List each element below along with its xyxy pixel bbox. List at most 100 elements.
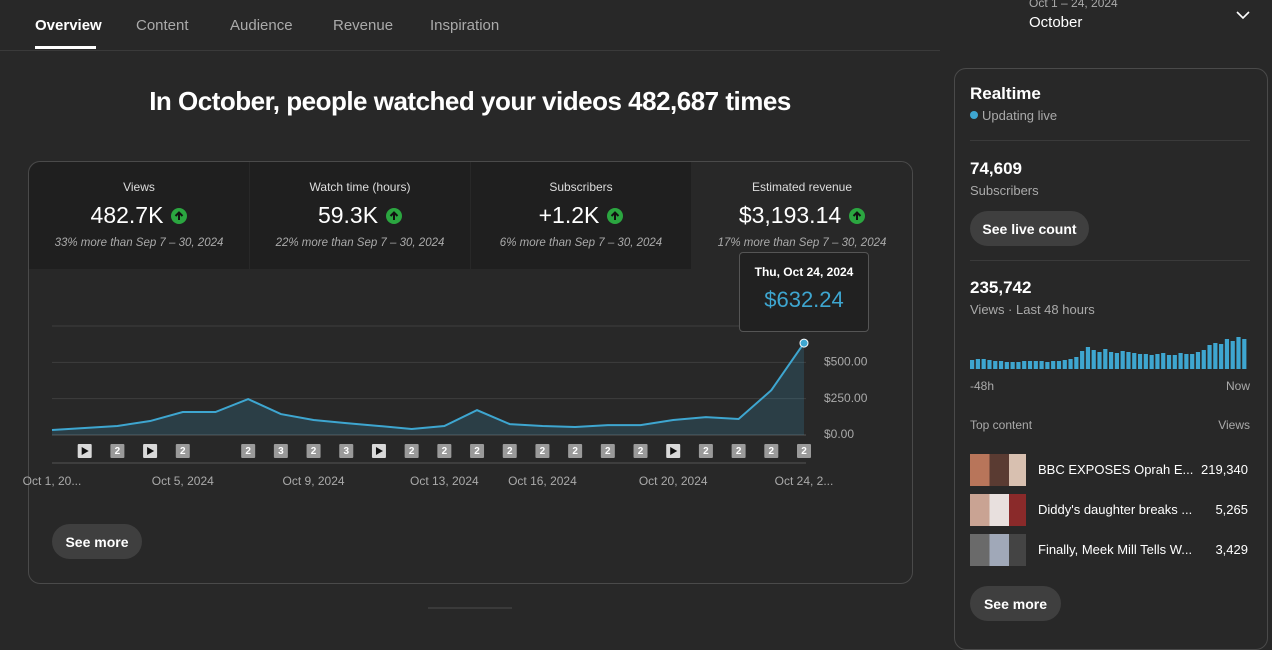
see-more-button[interactable]: See more: [52, 524, 142, 559]
bar: [987, 360, 992, 369]
metric-row: 59.3K: [250, 202, 470, 229]
bar: [1149, 355, 1154, 369]
upload-count: 2: [769, 446, 775, 457]
realtime-see-more-button[interactable]: See more: [970, 586, 1061, 621]
realtime-status: Updating live: [982, 108, 1058, 123]
revenue-chart: $0.00 $250.00 $500.00 2 2 2 3 2 3 2 2 2 2 2 2 2 2 2 2 2 2 Oct…: [23, 325, 1247, 488]
bar: [1027, 361, 1033, 369]
upload-count: 2: [703, 446, 709, 457]
metric-comparison: 17% more than Sep 7 – 30, 2024: [717, 237, 887, 249]
area: [52, 343, 804, 435]
tab[interactable]: Inspiration: [430, 17, 500, 34]
bar: [1062, 360, 1067, 369]
trend-up-icon: [849, 207, 866, 224]
upload-count: 2: [474, 446, 480, 457]
subscriber-count: 74,609: [970, 159, 1022, 178]
y-tick-label: $0.00: [824, 427, 854, 441]
thumbnail[interactable]: [970, 494, 1026, 526]
tab[interactable]: Audience: [230, 17, 293, 34]
realtime-title: Realtime: [970, 84, 1041, 103]
upload-count-marker: [306, 444, 321, 458]
scroll-indicator: [428, 607, 512, 609]
metric-row: 482.7K: [29, 202, 249, 229]
metric-comparison: 22% more than Sep 7 – 30, 2024: [275, 237, 445, 249]
upload-count-marker: [175, 444, 190, 458]
metric-card[interactable]: Estimated revenue $3,193.14 17% more than …: [692, 162, 912, 269]
bar: [1033, 361, 1038, 369]
top-content-metric: Views: [1218, 418, 1250, 432]
tooltip-value: $632.24: [764, 287, 844, 312]
date-label[interactable]: October: [1029, 14, 1083, 31]
bar: [1045, 362, 1050, 369]
point: [799, 338, 809, 348]
bar: [1161, 353, 1166, 369]
row-title[interactable]: Diddy's daughter breaks ...: [1038, 502, 1193, 517]
dropdown-chevron[interactable]: [1236, 10, 1250, 20]
row-views: 219,340: [1201, 462, 1248, 477]
bar: [1201, 350, 1206, 369]
play-icon: [375, 447, 383, 455]
metric-label: Subscribers: [549, 180, 613, 194]
y-tick-label: $250.00: [824, 391, 868, 405]
bar: [1074, 357, 1079, 369]
thumbnail[interactable]: [970, 454, 1026, 486]
metric-card[interactable]: Watch time (hours) 59.3K 22% more than Sep…: [250, 162, 470, 269]
upload-count: 2: [638, 446, 644, 457]
icon-arrow: [389, 210, 399, 220]
play-icon: [670, 447, 678, 455]
x-tick-label: Oct 16, 2024: [508, 474, 577, 488]
upload-count: 2: [736, 446, 742, 457]
bar: [1172, 355, 1177, 369]
upload-count-marker: [797, 444, 811, 458]
bar: [1230, 341, 1235, 369]
row-title[interactable]: Finally, Meek Mill Tells W...: [1038, 542, 1193, 557]
upload-count-marker: [404, 444, 419, 458]
metric-row: +1.2K: [471, 202, 691, 229]
bar: [1109, 352, 1114, 369]
metric-value: 482.7K: [90, 202, 164, 228]
bar: [1143, 354, 1148, 369]
metric-row: $3,193.14: [692, 202, 912, 229]
upload-count: 2: [605, 446, 611, 457]
bar: [1091, 350, 1096, 369]
metric-card[interactable]: Views 482.7K 33% more than Sep 7 – 30, 202…: [29, 162, 249, 269]
live-dot: [970, 111, 978, 119]
upload-count-marker: [568, 444, 583, 458]
upload-count-marker: [241, 444, 256, 458]
bars-start-label: -48h: [970, 379, 995, 393]
bar: [1114, 353, 1119, 369]
tab[interactable]: Overview: [35, 17, 102, 34]
bar: [1103, 349, 1108, 369]
tab[interactable]: Revenue: [333, 17, 394, 34]
metric-value: +1.2K: [538, 202, 600, 228]
bar: [1085, 347, 1091, 369]
trend-up-icon: [607, 207, 624, 224]
upload-count-marker: [698, 444, 713, 458]
subscriber-label: Subscribers: [970, 183, 1039, 198]
thumbnail[interactable]: [970, 534, 1026, 566]
bar: [1224, 339, 1230, 369]
metric-card[interactable]: Subscribers +1.2K 6% more than Sep 7 – 30,…: [471, 162, 691, 269]
tab-underline: [35, 46, 96, 49]
bar: [1219, 344, 1224, 369]
upload-count: 3: [278, 446, 284, 457]
upload-count-marker: [339, 444, 354, 458]
icon-arrow: [852, 210, 862, 220]
tooltip: Thu, Oct 24, 2024 $632.24: [739, 252, 869, 332]
row-title[interactable]: BBC EXPOSES Oprah E...: [1038, 462, 1194, 477]
bar: [993, 361, 998, 369]
metric-label: Watch time (hours): [309, 180, 411, 194]
bar: [1120, 351, 1125, 369]
tab[interactable]: Content: [136, 17, 189, 34]
bar: [981, 359, 986, 369]
see-live-count-button[interactable]: See live count: [970, 211, 1089, 246]
upload-count: 2: [442, 446, 448, 457]
upload-count-marker: [535, 444, 550, 458]
bar: [1126, 352, 1131, 369]
bar: [1178, 353, 1183, 369]
upload-count: 2: [572, 446, 578, 457]
bar: [1051, 361, 1056, 369]
x-tick-label: Oct 20, 2024: [639, 474, 708, 488]
date-range: Oct 1 – 24, 2024: [1029, 0, 1118, 10]
